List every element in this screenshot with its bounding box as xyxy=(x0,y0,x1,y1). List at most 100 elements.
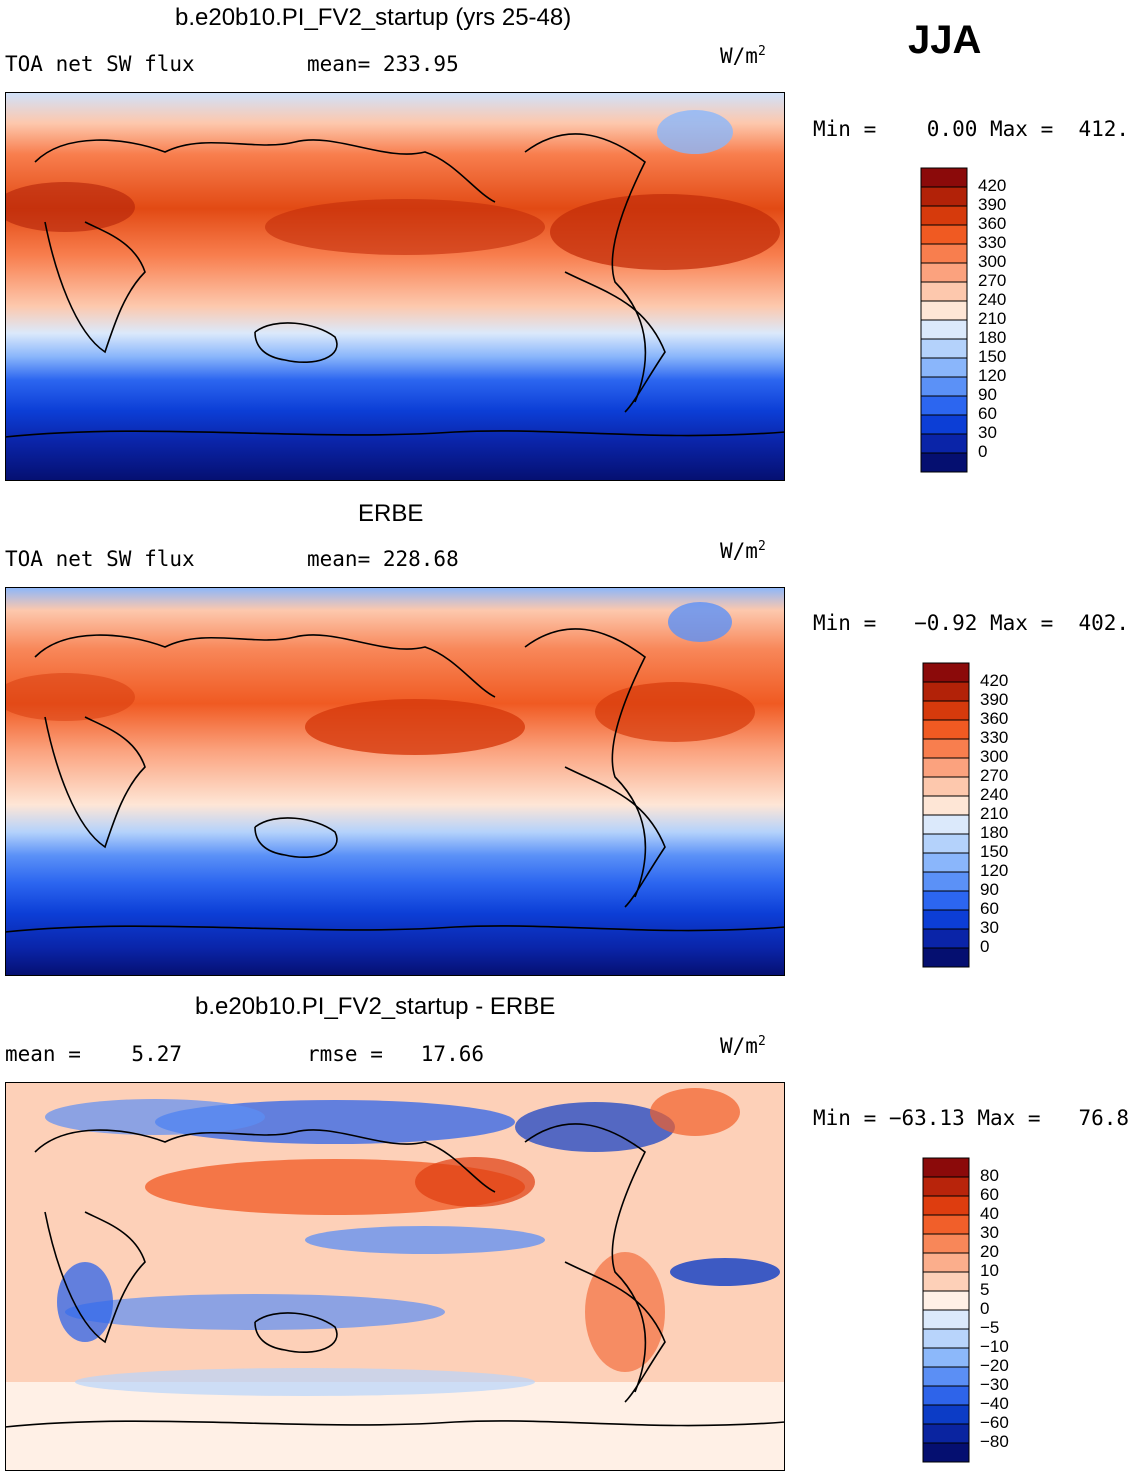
panel-3-map xyxy=(5,1082,785,1471)
colorbar-box xyxy=(922,662,970,683)
colorbar-box xyxy=(920,167,968,188)
colorbar-box xyxy=(922,795,970,816)
colorbar-tick-label: 30 xyxy=(980,918,999,937)
colorbar-tick-label: 210 xyxy=(978,309,1007,328)
colorbar-box xyxy=(920,205,968,226)
colorbar-tick-label: 180 xyxy=(980,823,1009,842)
colorbar-box xyxy=(922,1214,970,1235)
colorbar-box xyxy=(922,1404,970,1425)
colorbar-box xyxy=(922,1385,970,1406)
colorbar-box xyxy=(920,452,968,473)
colorbar-box xyxy=(920,224,968,245)
colorbar-box xyxy=(920,376,968,397)
colorbar-box xyxy=(920,262,968,283)
colorbar-box xyxy=(920,243,968,264)
colorbar-box xyxy=(922,1442,970,1463)
colorbar-tick-label: 60 xyxy=(980,1185,999,1204)
panel-2-colorbar xyxy=(922,662,970,968)
colorbar-box xyxy=(920,395,968,416)
panel-1-variable-label: TOA net SW flux xyxy=(5,52,195,76)
panel-2-map xyxy=(5,587,785,976)
panel-1-colorbar xyxy=(920,167,968,473)
colorbar-tick-label: 120 xyxy=(980,861,1009,880)
colorbar-box xyxy=(922,814,970,835)
colorbar-tick-label: 240 xyxy=(980,785,1009,804)
colorbar-box xyxy=(922,928,970,949)
colorbar-box xyxy=(922,1309,970,1330)
panel-2-mean-label: mean= 228.68 xyxy=(307,547,459,571)
panel-2-frame xyxy=(5,587,785,976)
colorbar-box xyxy=(922,871,970,892)
colorbar-tick-label: 300 xyxy=(978,252,1007,271)
panel-1-units: W/m2 xyxy=(720,44,766,68)
colorbar-box xyxy=(922,681,970,702)
panel-3-frame xyxy=(5,1082,785,1471)
colorbar-tick-label: 0 xyxy=(978,442,988,461)
colorbar-box xyxy=(922,1347,970,1368)
colorbar-box xyxy=(922,890,970,911)
colorbar-tick-label: 5 xyxy=(980,1280,990,1299)
colorbar-box xyxy=(922,700,970,721)
colorbar-tick-label: 270 xyxy=(978,271,1007,290)
colorbar-box xyxy=(922,1157,970,1178)
panel-3-colorbar xyxy=(922,1157,970,1463)
colorbar-tick-label: 300 xyxy=(980,747,1009,766)
colorbar-box xyxy=(920,186,968,207)
colorbar-box xyxy=(920,338,968,359)
colorbar-tick-label: 390 xyxy=(978,195,1007,214)
colorbar-tick-label: 20 xyxy=(980,1242,999,1261)
colorbar-box xyxy=(922,1233,970,1254)
panel-3-rmse-label: rmse = 17.66 xyxy=(307,1042,485,1066)
colorbar-tick-label: 80 xyxy=(980,1166,999,1185)
colorbar-box xyxy=(922,947,970,968)
colorbar-tick-label: 330 xyxy=(978,233,1007,252)
colorbar-box xyxy=(920,357,968,378)
panel-1-mean-label: mean= 233.95 xyxy=(307,52,459,76)
colorbar-box xyxy=(922,1195,970,1216)
colorbar-tick-label: 0 xyxy=(980,937,990,956)
colorbar-box xyxy=(920,300,968,321)
colorbar-tick-label: 240 xyxy=(978,290,1007,309)
colorbar-box xyxy=(922,1271,970,1292)
colorbar-box xyxy=(922,1423,970,1444)
colorbar-box xyxy=(922,1252,970,1273)
colorbar-box xyxy=(922,719,970,740)
colorbar-tick-label: 40 xyxy=(980,1204,999,1223)
colorbar-tick-label: 210 xyxy=(980,804,1009,823)
colorbar-tick-label: −20 xyxy=(980,1356,1009,1375)
colorbar-tick-label: 120 xyxy=(978,366,1007,385)
panel-2-minmax: Min = −0.92 Max = 402.77 xyxy=(813,611,1128,635)
panel-2-units: W/m2 xyxy=(720,539,766,563)
colorbar-tick-label: 150 xyxy=(978,347,1007,366)
colorbar-tick-label: 10 xyxy=(980,1261,999,1280)
panel-3-title: b.e20b10.PI_FV2_startup - ERBE xyxy=(195,993,556,1020)
panel-3-minmax: Min = −63.13 Max = 76.87 xyxy=(813,1106,1128,1130)
colorbar-tick-label: 90 xyxy=(980,880,999,899)
colorbar-box xyxy=(920,433,968,454)
colorbar-tick-label: 360 xyxy=(978,214,1007,233)
colorbar-tick-label: −80 xyxy=(980,1432,1009,1451)
colorbar-box xyxy=(922,909,970,930)
colorbar-box xyxy=(920,414,968,435)
colorbar-tick-label: 60 xyxy=(978,404,997,423)
colorbar-tick-label: −5 xyxy=(980,1318,1000,1337)
colorbar-tick-label: 390 xyxy=(980,690,1009,709)
panel-1-title: b.e20b10.PI_FV2_startup (yrs 25-48) xyxy=(175,4,572,31)
panel-2-title: ERBE xyxy=(358,500,424,527)
colorbar-box xyxy=(920,319,968,340)
colorbar-tick-label: 420 xyxy=(978,176,1007,195)
colorbar-tick-label: 30 xyxy=(980,1223,999,1242)
colorbar-tick-label: 0 xyxy=(980,1299,990,1318)
panel-2-variable-label: TOA net SW flux xyxy=(5,547,195,571)
colorbar-tick-label: 270 xyxy=(980,766,1009,785)
panel-1-frame xyxy=(5,92,785,481)
colorbar-box xyxy=(922,1290,970,1311)
colorbar-box xyxy=(922,1328,970,1349)
season-label: JJA xyxy=(908,18,982,62)
colorbar-box xyxy=(922,776,970,797)
colorbar-tick-label: 30 xyxy=(978,423,997,442)
colorbar-tick-label: −10 xyxy=(980,1337,1009,1356)
colorbar-box xyxy=(920,281,968,302)
colorbar-box xyxy=(922,833,970,854)
colorbar-tick-label: 60 xyxy=(980,899,999,918)
